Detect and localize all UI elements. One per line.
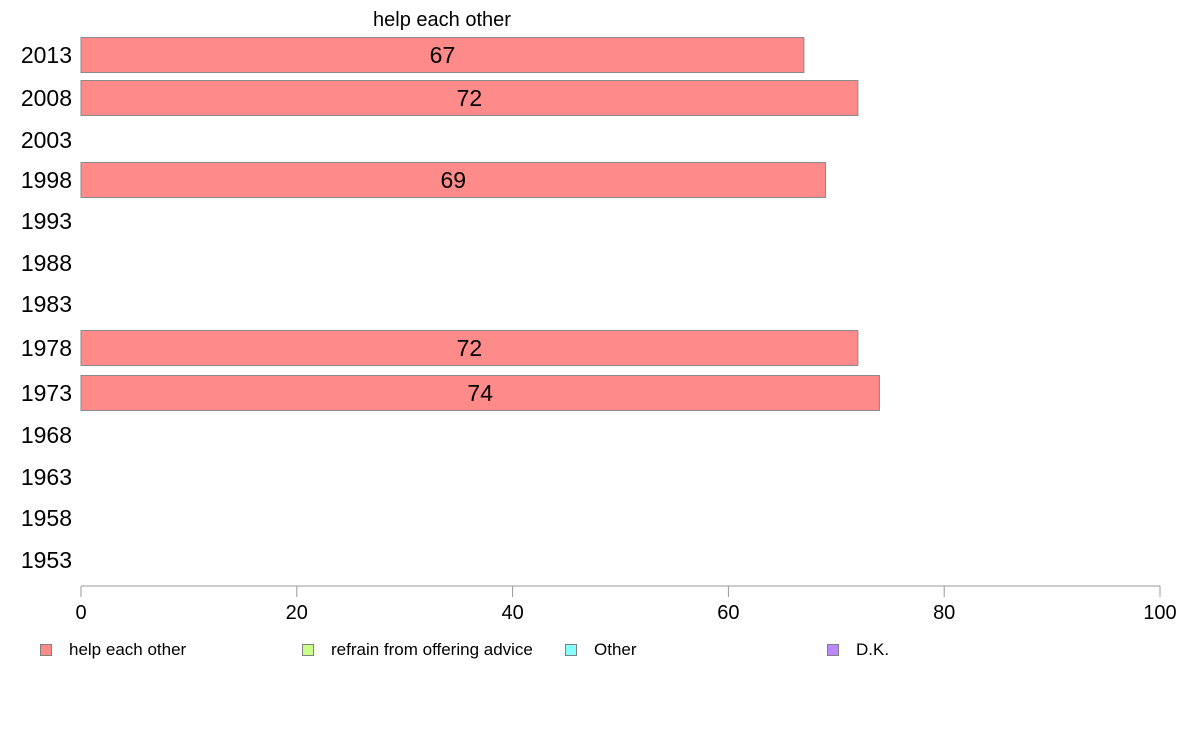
category-label: 1968: [21, 422, 72, 448]
x-tick-label: 40: [501, 602, 523, 624]
bar-value-label: 69: [440, 167, 466, 193]
x-tick-label: 20: [286, 602, 308, 624]
category-label: 1973: [21, 380, 72, 406]
series-title: help each other: [373, 9, 511, 31]
bar: [80, 80, 859, 116]
bar-value-label: 72: [457, 335, 483, 361]
x-tick-label: 100: [1143, 602, 1176, 624]
bar-chart: help each other 2013 2008 2003 1998 1993 1988…: [21, 9, 1177, 624]
category-label: 2003: [21, 127, 72, 153]
legend-label: refrain from offering advice: [331, 640, 533, 659]
category-label: 1953: [21, 547, 72, 573]
category-label: 1978: [21, 335, 72, 361]
category-label: 1993: [21, 208, 72, 234]
legend-swatch: [827, 644, 839, 656]
legend-swatch: [302, 644, 314, 656]
legend-swatch: [40, 644, 52, 656]
category-label: 2008: [21, 85, 72, 111]
x-tick-label: 60: [717, 602, 739, 624]
legend-item-refrain-from-offering-advice: refrain from offering advice: [302, 638, 533, 662]
legend-item-dk: D.K.: [827, 638, 889, 662]
x-tick-label: 0: [75, 602, 86, 624]
legend: help each other refrain from offering ad…: [0, 638, 1188, 662]
category-label: 1988: [21, 250, 72, 276]
bar: [80, 330, 859, 366]
category-label: 1963: [21, 464, 72, 490]
bar: [80, 375, 880, 411]
bar: [80, 162, 827, 198]
category-label: 1958: [21, 505, 72, 531]
legend-label: Other: [594, 640, 637, 659]
x-axis: 0 20 40 60 80 100: [75, 585, 1177, 624]
legend-label: D.K.: [856, 640, 890, 659]
bar-value-label: 72: [457, 85, 483, 111]
legend-item-other: Other: [565, 638, 637, 662]
bar-value-label: 74: [467, 380, 493, 406]
category-label: 1998: [21, 167, 72, 193]
legend-item-help-each-other: help each other: [40, 638, 186, 662]
legend-label: help each other: [69, 640, 187, 659]
bar: [80, 37, 805, 73]
category-labels: 2013 2008 2003 1998 1993 1988 1983 1978 1973 1968…: [21, 42, 72, 573]
bar-value-label: 67: [430, 42, 456, 68]
category-label: 1983: [21, 291, 72, 317]
legend-swatch: [565, 644, 577, 656]
x-tick-label: 80: [933, 602, 955, 624]
category-label: 2013: [21, 42, 72, 68]
